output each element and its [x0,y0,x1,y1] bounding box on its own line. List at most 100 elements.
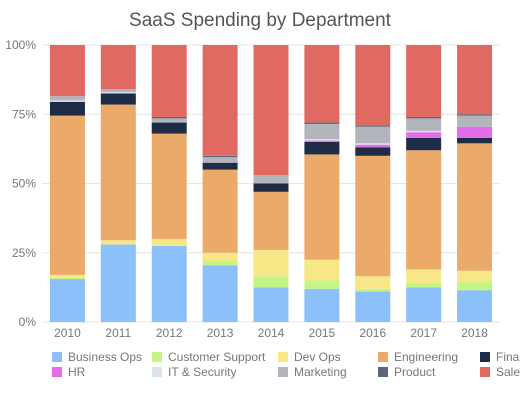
bar-segment-marketing-2015[interactable] [304,123,340,140]
x-tick-label: 2013 [207,326,234,340]
bar-segment-it-and-security-2015[interactable] [304,139,340,141]
legend-label: IT & Security [168,365,236,379]
bar-segment-customer-support-2017[interactable] [406,283,442,288]
bar-segment-customer-support-2013[interactable] [202,261,238,266]
bar-segment-dev-ops-2018[interactable] [457,270,493,282]
bar-segment-finance-2011[interactable] [100,93,136,105]
bar-segment-dev-ops-2013[interactable] [202,252,238,262]
bar-segment-it-and-security-2017[interactable] [406,130,442,133]
bar-segment-marketing-2011[interactable] [100,89,136,93]
legend-item-customer-support[interactable]: Customer Support [152,350,266,364]
bar-segment-product-2013[interactable] [202,155,238,158]
bar-segment-engineering-2011[interactable] [100,104,136,241]
bar-segment-hr-2016[interactable] [355,144,391,148]
legend-label: Engineering [394,350,458,364]
legend-item-finance[interactable]: Finance [480,350,520,364]
bar-segment-engineering-2016[interactable] [355,155,391,277]
legend-item-product[interactable]: Product [378,365,436,379]
bar-segment-sales-2015[interactable] [304,45,340,123]
bar-segment-engineering-2010[interactable] [49,115,85,275]
bar-segment-engineering-2013[interactable] [202,169,238,253]
legend-item-dev-ops[interactable]: Dev Ops [278,350,341,364]
bar-segment-sales-2016[interactable] [355,45,391,126]
bar-segment-finance-2014[interactable] [253,183,289,192]
bar-segment-it-and-security-2016[interactable] [355,143,391,145]
bar-segment-finance-2018[interactable] [457,137,493,144]
bar-segment-finance-2016[interactable] [355,147,391,156]
bar-segment-product-2015[interactable] [304,122,340,124]
bar-segment-business-ops-2018[interactable] [457,290,493,322]
legend-swatch [52,352,62,362]
bar-segment-product-2017[interactable] [406,117,442,119]
bar-segment-dev-ops-2016[interactable] [355,276,391,289]
legend-item-marketing[interactable]: Marketing [278,365,347,379]
bar-segment-engineering-2014[interactable] [253,191,289,250]
bar-segment-dev-ops-2015[interactable] [304,259,340,281]
bar-segment-marketing-2016[interactable] [355,126,391,144]
bar-segment-marketing-2012[interactable] [151,118,187,123]
legend-item-sales[interactable]: Sales [480,365,520,379]
bar-segment-business-ops-2015[interactable] [304,288,340,322]
bar-segment-customer-support-2010[interactable] [49,277,85,280]
legend-item-it-and-security[interactable]: IT & Security [152,365,236,379]
bar-segment-customer-support-2016[interactable] [355,288,391,292]
bar-segment-finance-2012[interactable] [151,122,187,134]
bar-segment-customer-support-2015[interactable] [304,280,340,289]
bar-segment-finance-2015[interactable] [304,141,340,155]
bar-segment-business-ops-2016[interactable] [355,291,391,322]
y-tick-label: 75% [12,107,36,121]
legend-swatch [152,367,162,377]
y-tick-label: 50% [12,177,36,191]
bar-segment-sales-2011[interactable] [100,45,136,90]
bar-segment-engineering-2018[interactable] [457,143,493,271]
bar-segment-customer-support-2014[interactable] [253,276,289,288]
bar-segment-hr-2017[interactable] [406,132,442,138]
bar-segment-finance-2013[interactable] [202,162,238,170]
legend-label: Marketing [294,365,347,379]
bar-segment-business-ops-2013[interactable] [202,265,238,322]
bar-segment-dev-ops-2014[interactable] [253,249,289,277]
bar-segment-marketing-2017[interactable] [406,118,442,131]
bar-segment-marketing-2018[interactable] [457,115,493,127]
bar-segment-marketing-2010[interactable] [49,96,85,101]
bar-segment-engineering-2017[interactable] [406,150,442,270]
bar-segment-product-2012[interactable] [151,117,187,119]
y-axis-ticks: 0% 25% 50% 75% 100% [5,38,36,329]
bar-segment-hr-2015[interactable] [304,140,340,142]
bar-segment-it-and-security-2010[interactable] [49,100,85,102]
legend-item-engineering[interactable]: Engineering [378,350,458,364]
x-tick-label: 2017 [410,326,437,340]
bar-segment-sales-2018[interactable] [457,45,493,115]
legend-item-business-ops[interactable]: Business Ops [52,350,142,364]
bar-segment-dev-ops-2011[interactable] [100,240,136,245]
bar-segment-sales-2010[interactable] [49,45,85,97]
bar-segment-business-ops-2011[interactable] [100,244,136,322]
bar-segment-finance-2017[interactable] [406,137,442,151]
bar-segment-it-and-security-2011[interactable] [100,92,136,94]
bar-segment-product-2018[interactable] [457,114,493,116]
bar-segment-dev-ops-2010[interactable] [49,274,85,278]
legend-swatch [278,352,288,362]
bar-segment-hr-2018[interactable] [457,126,493,138]
bar-segment-business-ops-2012[interactable] [151,245,187,322]
bar-segment-dev-ops-2012[interactable] [151,238,187,246]
bar-segment-business-ops-2014[interactable] [253,287,289,322]
bar-segment-engineering-2015[interactable] [304,154,340,260]
bar-segment-finance-2010[interactable] [49,101,85,116]
bar-segment-business-ops-2010[interactable] [49,279,85,322]
bar-segment-dev-ops-2017[interactable] [406,269,442,284]
bar-segment-marketing-2014[interactable] [253,175,289,184]
bar-segment-customer-support-2018[interactable] [457,281,493,291]
bar-segment-sales-2014[interactable] [253,45,289,176]
bar-segment-sales-2013[interactable] [202,45,238,156]
bar-segment-sales-2017[interactable] [406,45,442,118]
bar-segment-marketing-2013[interactable] [202,157,238,163]
bar-segment-business-ops-2017[interactable] [406,287,442,322]
bar-segment-product-2016[interactable] [355,125,391,127]
legend-item-hr[interactable]: HR [52,365,86,379]
bar-segment-sales-2012[interactable] [151,45,187,118]
bar-segment-engineering-2012[interactable] [151,133,187,239]
x-tick-label: 2014 [258,326,285,340]
